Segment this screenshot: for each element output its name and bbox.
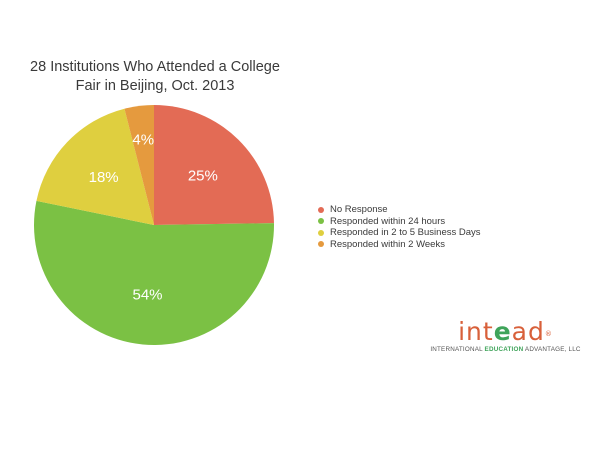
legend-label: Responded within 24 hours — [330, 215, 446, 227]
pie-label-responded-within-24-hours: 54% — [132, 286, 162, 303]
legend-label: No Response — [330, 204, 388, 216]
legend-item-no-response: No Response — [318, 204, 481, 216]
pie-label-responded-within-2-weeks: 4% — [132, 131, 154, 148]
legend-item-24-hours: Responded within 24 hours — [318, 216, 481, 228]
legend-swatch — [318, 241, 324, 248]
pie-label-responded-in-2-to-5-business-days: 18% — [89, 169, 119, 186]
chart-title-line-1: 28 Institutions Who Attended a College — [30, 59, 280, 75]
logo-tagline: INTERNATIONAL EDUCATION ADVANTAGE, LLC — [430, 346, 581, 353]
pie-slice-responded-within-2-weeks — [124, 105, 154, 225]
legend-swatch — [318, 218, 324, 225]
chart-title: 28 Institutions Who Attended a College F… — [20, 58, 290, 96]
intead-logo: intead® INTERNATIONAL EDUCATION ADVANTAG… — [418, 317, 593, 354]
legend-item-2-weeks: Responded within 2 Weeks — [318, 239, 481, 251]
logo-wordmark: intead® — [458, 317, 553, 346]
legend-swatch — [318, 206, 324, 213]
legend-swatch — [318, 229, 324, 236]
pie-label-no-response: 25% — [188, 167, 218, 184]
chart-title-line-2: Fair in Beijing, Oct. 2013 — [75, 78, 235, 94]
legend-label: Responded within 2 Weeks — [330, 238, 445, 250]
pie-slice-no-response — [154, 105, 274, 225]
legend-label: Responded in 2 to 5 Business Days — [330, 227, 481, 239]
pie-slice-responded-in-2-to-5-business-days — [36, 108, 154, 225]
chart-legend: No Response Responded within 24 hours Re… — [318, 204, 481, 250]
pie-slice-responded-within-24-hours — [33, 200, 274, 345]
legend-item-2-to-5-days: Responded in 2 to 5 Business Days — [318, 227, 481, 239]
